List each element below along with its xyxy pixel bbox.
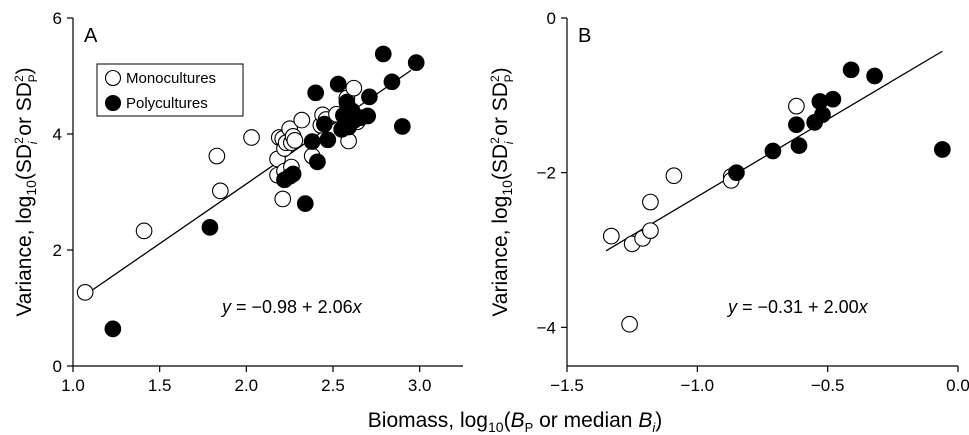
panel-b-label: B <box>578 25 591 47</box>
panel-b-equation: y = −0.31 + 2.00x <box>726 297 869 317</box>
monoculture-point <box>76 283 94 301</box>
polyculture-point <box>307 84 325 102</box>
polyculture-point <box>374 45 392 63</box>
panel-a-x-tick-label: 2.0 <box>235 376 259 395</box>
polyculture-point <box>393 118 411 135</box>
polyculture-point <box>788 116 805 134</box>
monoculture-point <box>211 182 229 200</box>
monoculture-point <box>208 147 226 165</box>
polyculture-point <box>824 90 842 108</box>
polyculture-point <box>842 61 860 79</box>
panel-b-y-axis-title: Variance, log10(SD2i or SD2P) <box>488 67 516 316</box>
panel-b-x-tick-label: 0.0 <box>946 376 969 395</box>
polyculture-point <box>201 219 219 236</box>
polyculture-point <box>383 73 401 91</box>
panel-b-ticks: −1.5 −1.0 −0.5 0.0 −4 −2 0 <box>537 9 969 395</box>
polyculture-point <box>764 142 782 160</box>
legend-box <box>96 63 244 117</box>
panel-b-y-tick-label: −4 <box>537 318 556 337</box>
panel-b-y-tick-label: 0 <box>547 9 556 28</box>
monoculture-point <box>345 79 363 97</box>
polyculture-point <box>284 165 302 183</box>
panel-a-y-axis-title: Variance, log10(SD2i or SD2P) <box>12 67 40 316</box>
polyculture-point <box>296 195 314 212</box>
monoculture-point <box>274 190 292 208</box>
polyculture-point <box>315 115 333 133</box>
panel-a-x-tick-label: 2.5 <box>321 376 345 395</box>
monoculture-point <box>243 129 260 146</box>
panel-a: 1.0 1.5 2.0 2.5 3.0 0 2 4 6 A Monocultures Polyc… <box>12 9 463 395</box>
panel-a-y-tick-label: 6 <box>53 9 62 28</box>
panel-b-x-tick-label: −1.0 <box>681 376 715 395</box>
panel-a-y-tick-label: 4 <box>53 125 62 144</box>
polyculture-point <box>309 153 326 171</box>
panel-a-label: A <box>84 25 98 47</box>
polyculture-point <box>329 75 347 93</box>
polyculture-point <box>359 107 377 125</box>
monoculture-point <box>665 167 683 185</box>
polyculture-point <box>319 131 337 149</box>
x-axis-title: Biomass, log10(BP or median Bi) <box>368 409 662 435</box>
polyculture-point <box>934 141 951 158</box>
panel-b-x-tick-label: −1.5 <box>550 376 584 395</box>
panel-a-ticks: 1.0 1.5 2.0 2.5 3.0 0 2 4 6 <box>53 9 432 395</box>
legend-polycultures-label: Polycultures <box>126 95 208 112</box>
monoculture-point <box>293 111 311 129</box>
panel-b-points <box>602 61 951 333</box>
panel-b: −1.5 −1.0 −0.5 0.0 −4 −2 0 B y = −0.31 + 2.00x… <box>488 9 969 395</box>
monoculture-point <box>135 222 153 240</box>
polyculture-point <box>866 67 883 85</box>
monoculture-point <box>621 315 638 333</box>
panel-a-y-tick-label: 0 <box>53 357 62 376</box>
panel-b-y-tick-label: −2 <box>537 164 556 183</box>
panel-a-y-tick-label: 2 <box>53 241 62 260</box>
panel-a-equation: y = −0.98 + 2.06x <box>220 297 363 317</box>
panel-a-points <box>76 45 425 338</box>
polyculture-point <box>407 54 425 72</box>
monoculture-point <box>788 97 805 115</box>
monoculture-point <box>642 222 659 240</box>
panel-a-x-tick-label: 1.0 <box>61 376 85 395</box>
polyculture-point <box>790 137 808 154</box>
panel-a-x-tick-label: 3.0 <box>408 376 432 395</box>
panel-b-x-tick-label: −0.5 <box>811 376 845 395</box>
panel-a-x-tick-label: 1.5 <box>148 376 172 395</box>
monoculture-point <box>286 132 304 149</box>
legend: Monocultures Polycultures <box>96 63 244 117</box>
polyculture-point <box>303 133 321 150</box>
polyculture-point <box>104 320 122 338</box>
monoculture-point <box>642 193 659 211</box>
legend-monocultures-label: Monocultures <box>126 70 216 87</box>
legend-polycultures-marker <box>104 94 122 112</box>
legend-monocultures-marker <box>104 69 122 87</box>
monoculture-point <box>602 227 620 245</box>
polyculture-point <box>361 88 378 106</box>
polyculture-point <box>728 164 745 182</box>
polyculture-point <box>814 106 831 124</box>
